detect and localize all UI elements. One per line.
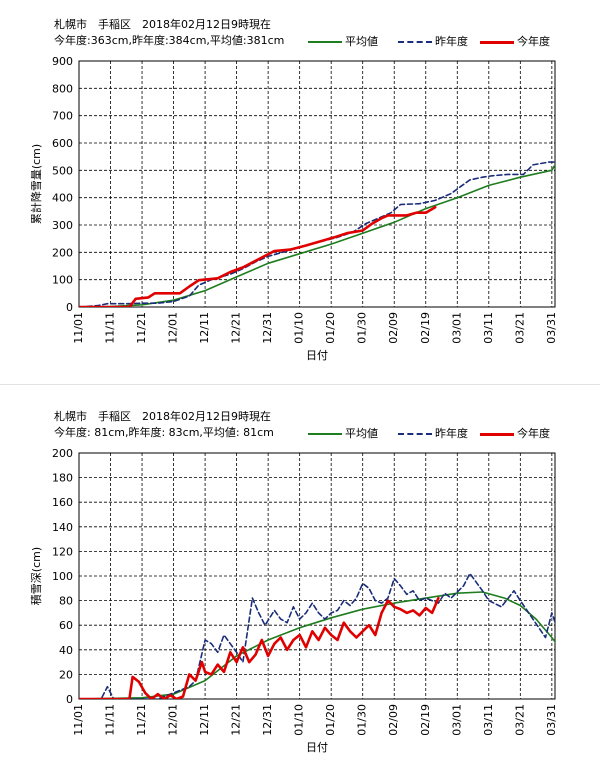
x-tick-label: 12/01 (167, 704, 180, 736)
chart-header-line1: 札幌市 手稲区 2018年02月12日9時現在 (54, 18, 271, 31)
y-tick-label: 20 (59, 668, 73, 681)
plot-frame (78, 452, 556, 700)
legend-swatch (308, 41, 342, 43)
legend-label: 昨年度 (435, 35, 468, 48)
x-tick-label: 03/31 (545, 312, 558, 344)
y-tick-label: 100 (52, 274, 73, 287)
legend-label: 昨年度 (435, 427, 468, 440)
legend-label: 今年度 (517, 427, 550, 440)
x-tick-label: 12/31 (261, 704, 274, 736)
snow-depth-chart: 0 20 40 60 80 100 120 140 160 180 200 11/01 11/11 11/… (29, 447, 558, 754)
snow-depth-panel: 札幌市 手稲区 2018年02月12日9時現在 今年度: 81cm,昨年度: 8… (0, 392, 600, 765)
y-tick-label: 200 (52, 447, 73, 460)
y-tick-label: 900 (52, 55, 73, 68)
cumulative-snowfall-panel: 札幌市 手稲区 2018年02月12日9時現在 今年度:363cm,昨年度:38… (0, 0, 600, 372)
x-tick-label: 01/30 (356, 312, 369, 344)
legend-label: 平均値 (345, 35, 378, 48)
x-axis-title: 日付 (306, 741, 328, 754)
x-tick-label: 03/11 (482, 704, 495, 736)
y-axis-title: 累計降雪量(cm) (29, 144, 43, 224)
y-tick-label: 0 (66, 301, 73, 314)
x-tick-label: 02/19 (419, 704, 432, 736)
x-tick-label: 12/21 (230, 704, 243, 736)
y-tick-label: 60 (59, 619, 73, 632)
legend-last-year: 昨年度 (398, 425, 468, 441)
y-tick-label: 180 (52, 472, 73, 485)
x-tick-label: 12/11 (198, 312, 211, 344)
y-tick-label: 800 (52, 82, 73, 95)
series-group (79, 161, 555, 307)
y-tick-label: 600 (52, 137, 73, 150)
y-axis-title: 積雪深(cm) (29, 547, 43, 605)
chart-header-line1: 札幌市 手稲区 2018年02月12日9時現在 (54, 410, 271, 423)
x-tick-label: 11/01 (72, 312, 85, 344)
legend-label: 今年度 (517, 35, 550, 48)
x-tick-label: 03/01 (450, 312, 463, 344)
y-tick-label: 400 (52, 192, 73, 205)
legend-this-year: 今年度 (480, 33, 550, 49)
x-tick-label: 01/20 (324, 312, 337, 344)
legend-label: 平均値 (345, 427, 378, 440)
x-tick-label: 03/11 (482, 312, 495, 344)
legend-swatch (398, 433, 432, 435)
legend-swatch (480, 40, 514, 44)
x-tick-label: 01/10 (293, 312, 306, 344)
x-tick-label: 12/21 (230, 312, 243, 344)
series-line-this-year (79, 205, 437, 307)
x-tick-label: 02/09 (387, 704, 400, 736)
cumulative-snowfall-chart: 0 100 200 300 400 500 600 700 800 900 11/01 11/11 11… (29, 55, 558, 362)
y-tick-label: 200 (52, 246, 73, 259)
x-axis-title: 日付 (306, 349, 328, 362)
y-tick-label: 700 (52, 110, 73, 123)
y-tick-label: 300 (52, 219, 73, 232)
y-tick-label: 80 (59, 595, 73, 608)
legend-average: 平均値 (308, 33, 378, 49)
series-line-average (79, 591, 555, 699)
x-tick-label: 11/11 (104, 704, 117, 736)
x-tick-label: 03/21 (513, 704, 526, 736)
y-tick-label: 40 (59, 644, 73, 657)
plot-frame (78, 60, 556, 308)
y-tick-label: 100 (52, 570, 73, 583)
y-tick-label: 0 (66, 693, 73, 706)
x-tick-label: 12/31 (261, 312, 274, 344)
series-line-last-year (79, 161, 555, 307)
series-line-last-year (79, 572, 555, 699)
x-tick-label: 11/11 (104, 312, 117, 344)
x-tick-label: 02/19 (419, 312, 432, 344)
x-tick-label: 11/01 (72, 704, 85, 736)
series-line-average (79, 164, 555, 307)
legend-this-year: 今年度 (480, 425, 550, 441)
x-tick-label: 11/21 (135, 312, 148, 344)
legend-last-year: 昨年度 (398, 33, 468, 49)
chart-header-line2: 今年度: 81cm,昨年度: 83cm,平均値: 81cm (54, 426, 274, 439)
chart-header-line2: 今年度:363cm,昨年度:384cm,平均値:381cm (54, 34, 285, 47)
x-tick-label: 01/10 (293, 704, 306, 736)
legend-swatch (308, 433, 342, 435)
legend-swatch (480, 432, 514, 436)
x-tick-label: 12/01 (167, 312, 180, 344)
x-tick-label: 03/21 (513, 312, 526, 344)
panel-divider (0, 384, 600, 385)
x-tick-label: 01/30 (356, 704, 369, 736)
legend-swatch (398, 41, 432, 43)
x-tick-label: 12/11 (198, 704, 211, 736)
series-group (79, 572, 555, 699)
x-tick-label: 03/01 (450, 704, 463, 736)
x-tick-label: 03/31 (545, 704, 558, 736)
y-tick-label: 120 (52, 545, 73, 558)
x-tick-label: 01/20 (324, 704, 337, 736)
y-tick-label: 140 (52, 521, 73, 534)
legend-average: 平均値 (308, 425, 378, 441)
y-tick-label: 160 (52, 496, 73, 509)
y-tick-label: 500 (52, 164, 73, 177)
x-tick-label: 11/21 (135, 704, 148, 736)
x-tick-label: 02/09 (387, 312, 400, 344)
series-line-this-year (79, 596, 440, 699)
